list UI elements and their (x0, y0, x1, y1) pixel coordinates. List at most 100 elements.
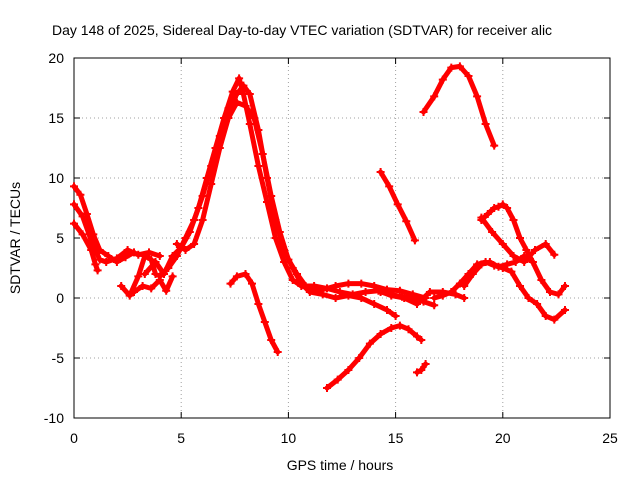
data-point (95, 255, 104, 264)
series-line-14 (431, 259, 568, 323)
data-point (408, 294, 417, 302)
data-point (503, 204, 512, 212)
data-point (361, 288, 370, 296)
data-point (528, 258, 537, 266)
data-point (430, 92, 439, 101)
data-point (404, 325, 413, 334)
data-point (421, 360, 430, 368)
data-point (447, 288, 456, 296)
data-point (376, 168, 385, 176)
data-point (370, 282, 379, 290)
data-point (125, 291, 134, 300)
data-point (70, 182, 78, 191)
data-point (376, 330, 385, 338)
data-point (550, 315, 559, 324)
y-tick-label: 10 (48, 170, 64, 186)
data-point (288, 276, 297, 284)
data-point (520, 258, 529, 266)
data-point (451, 290, 460, 299)
data-point (438, 291, 447, 300)
data-point (438, 75, 447, 84)
series-line-3 (71, 201, 163, 265)
data-point (483, 210, 492, 218)
data-point (151, 258, 160, 266)
data-point (248, 279, 256, 288)
data-point (172, 252, 181, 260)
data-point (245, 90, 254, 98)
data-point (331, 294, 340, 302)
data-point (198, 216, 207, 224)
data-point (76, 190, 85, 199)
data-point (271, 216, 280, 224)
data-point (172, 240, 181, 248)
data-point (398, 292, 406, 301)
data-point (494, 202, 503, 211)
series-line-6 (142, 75, 429, 301)
data-point (365, 339, 374, 348)
data-point (533, 300, 542, 308)
data-point (91, 260, 100, 269)
data-point (473, 92, 482, 101)
data-point (305, 288, 314, 296)
axis-ticks: 0 5 10 15 20 25 -10 -5 0 5 10 15 20 (44, 50, 618, 446)
data-point (207, 162, 216, 170)
data-point (387, 324, 396, 332)
data-point (147, 255, 156, 264)
data-point (370, 300, 379, 308)
data-point (376, 288, 385, 296)
y-tick-label: 5 (56, 230, 64, 246)
data-point (162, 286, 171, 295)
data-point (168, 272, 177, 281)
series-line-16 (478, 201, 536, 265)
data-point (477, 213, 486, 222)
data-point (263, 174, 271, 182)
data-point (402, 217, 411, 226)
y-tick-label: 0 (56, 290, 64, 306)
data-point (455, 62, 464, 71)
data-point (419, 297, 428, 306)
data-point (355, 354, 364, 362)
data-point (267, 336, 276, 344)
grid (74, 58, 610, 418)
data-point (239, 81, 248, 90)
data-point (70, 219, 78, 228)
data-point (235, 74, 244, 83)
y-tick-label: 20 (48, 50, 64, 66)
data-point (344, 366, 353, 374)
data-point (357, 279, 366, 288)
data-point (537, 276, 546, 284)
data-point (245, 120, 254, 128)
data-point (130, 288, 138, 296)
data-point (430, 294, 439, 302)
data-point (460, 294, 469, 302)
data-point (93, 266, 102, 275)
data-point (232, 90, 241, 98)
data-point (430, 301, 439, 310)
data-point (490, 141, 499, 150)
data-point (254, 126, 263, 134)
x-tick-label: 20 (495, 430, 511, 446)
data-point (224, 104, 233, 113)
data-point (134, 250, 143, 259)
data-point (541, 312, 550, 320)
data-point (516, 234, 524, 242)
data-point (498, 240, 507, 248)
data-point (393, 200, 402, 209)
data-point (498, 200, 507, 209)
data-point (87, 236, 96, 245)
data-point (509, 252, 518, 260)
data-point (147, 284, 156, 293)
y-tick-label: 15 (48, 110, 64, 126)
data-point (198, 192, 207, 200)
data-point (78, 212, 87, 221)
data-point (447, 63, 456, 72)
data-point (254, 300, 263, 308)
data-point (468, 270, 477, 278)
data-point (260, 318, 269, 326)
series-line-17 (478, 215, 557, 265)
data-point (112, 254, 121, 263)
data-point (561, 282, 569, 290)
data-point (318, 290, 327, 299)
data-point (280, 258, 289, 266)
data-point (333, 375, 342, 384)
